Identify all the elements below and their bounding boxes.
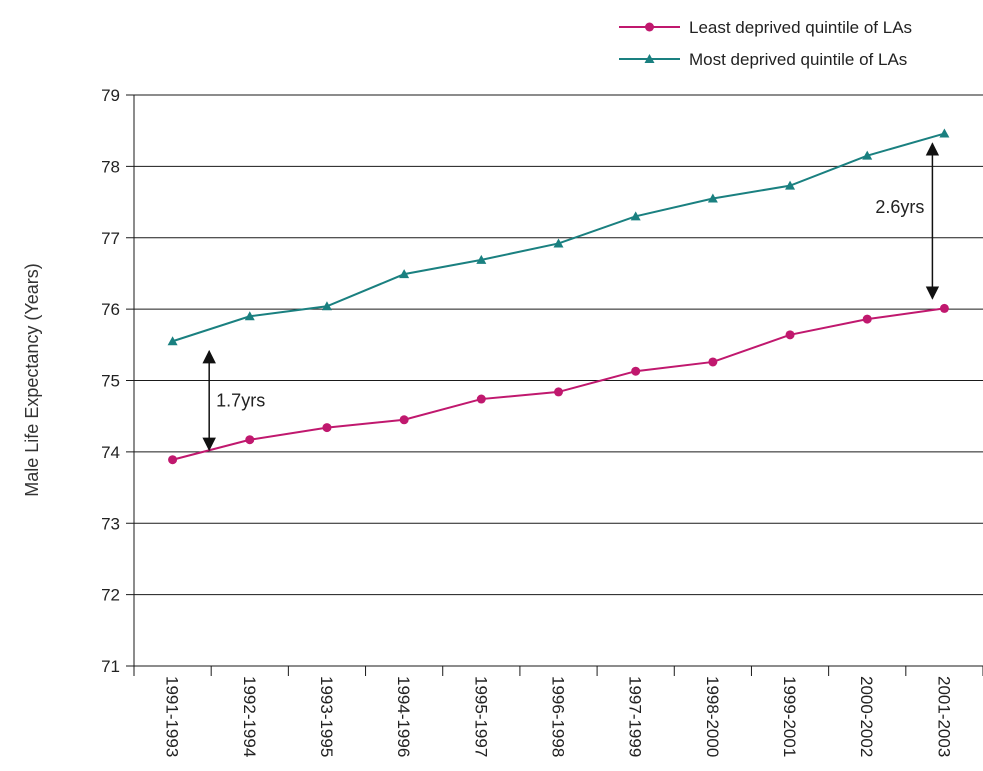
data-point xyxy=(785,330,795,340)
data-point xyxy=(554,387,563,397)
data-point xyxy=(168,455,178,465)
y-tick-label: 71 xyxy=(101,657,120,676)
data-point xyxy=(167,336,178,346)
x-tick-label: 2001-2003 xyxy=(934,676,953,757)
data-point xyxy=(244,311,255,321)
legend-label: Least deprived quintile of LAs xyxy=(689,18,912,37)
data-point xyxy=(476,254,487,264)
x-tick-label: 1995-1997 xyxy=(471,676,490,757)
gridlines xyxy=(126,94,983,667)
data-point xyxy=(322,423,332,433)
gap-label: 2.6yrs xyxy=(875,197,924,217)
data-point xyxy=(553,238,564,248)
data-point xyxy=(939,128,950,138)
series-line-1 xyxy=(172,307,945,461)
x-tick-label: 1998-2000 xyxy=(703,676,722,757)
x-tick-label: 1994-1996 xyxy=(394,676,413,757)
data-point xyxy=(631,366,641,376)
data-point xyxy=(399,415,409,425)
y-tick-label: 75 xyxy=(101,372,120,391)
x-tick-label: 1991-1993 xyxy=(163,676,182,757)
y-tick-label: 72 xyxy=(101,586,120,605)
y-tick-label: 73 xyxy=(101,514,120,533)
data-point xyxy=(245,435,255,445)
data-point xyxy=(476,394,486,404)
y-tick-label: 77 xyxy=(101,229,120,248)
legend-label: Most deprived quintile of LAs xyxy=(689,50,907,69)
data-point xyxy=(939,303,949,313)
data-point xyxy=(708,357,718,367)
annotations: 1.7yrs 2.6yrs xyxy=(202,142,940,452)
x-tick-label: 1999-2001 xyxy=(780,676,799,757)
y-tick-label: 76 xyxy=(101,300,120,319)
y-axis-title: Male Life Expectancy (Years) xyxy=(22,263,42,496)
legend-marker xyxy=(644,54,655,63)
data-point xyxy=(785,180,796,190)
data-point xyxy=(862,314,872,324)
y-axis-label: Male Life Expectancy (Years) xyxy=(22,263,42,496)
y-tick-label: 74 xyxy=(101,443,120,462)
x-tick-label: 1993-1995 xyxy=(317,676,336,757)
x-tick-label: 1996-1998 xyxy=(549,676,568,757)
x-tick-label: 1992-1994 xyxy=(240,676,259,757)
legend-marker xyxy=(645,22,654,32)
x-tick-label: 2000-2002 xyxy=(857,676,876,757)
data-point xyxy=(399,269,410,279)
series-lines xyxy=(167,128,950,465)
data-point xyxy=(707,193,718,203)
data-point xyxy=(630,211,641,221)
data-point xyxy=(862,150,873,160)
y-tick-label: 78 xyxy=(101,157,120,176)
axes: 71 72 73 74 75 76 77 78 79 1991-1993 1992-1994 1993… xyxy=(101,86,983,757)
gap-label: 1.7yrs xyxy=(216,390,265,410)
legend: Least deprived quintile of LAs Most depri… xyxy=(619,18,912,69)
x-tick-label: 1997-1999 xyxy=(626,676,645,757)
y-tick-label: 79 xyxy=(101,86,120,105)
data-point xyxy=(321,301,332,311)
